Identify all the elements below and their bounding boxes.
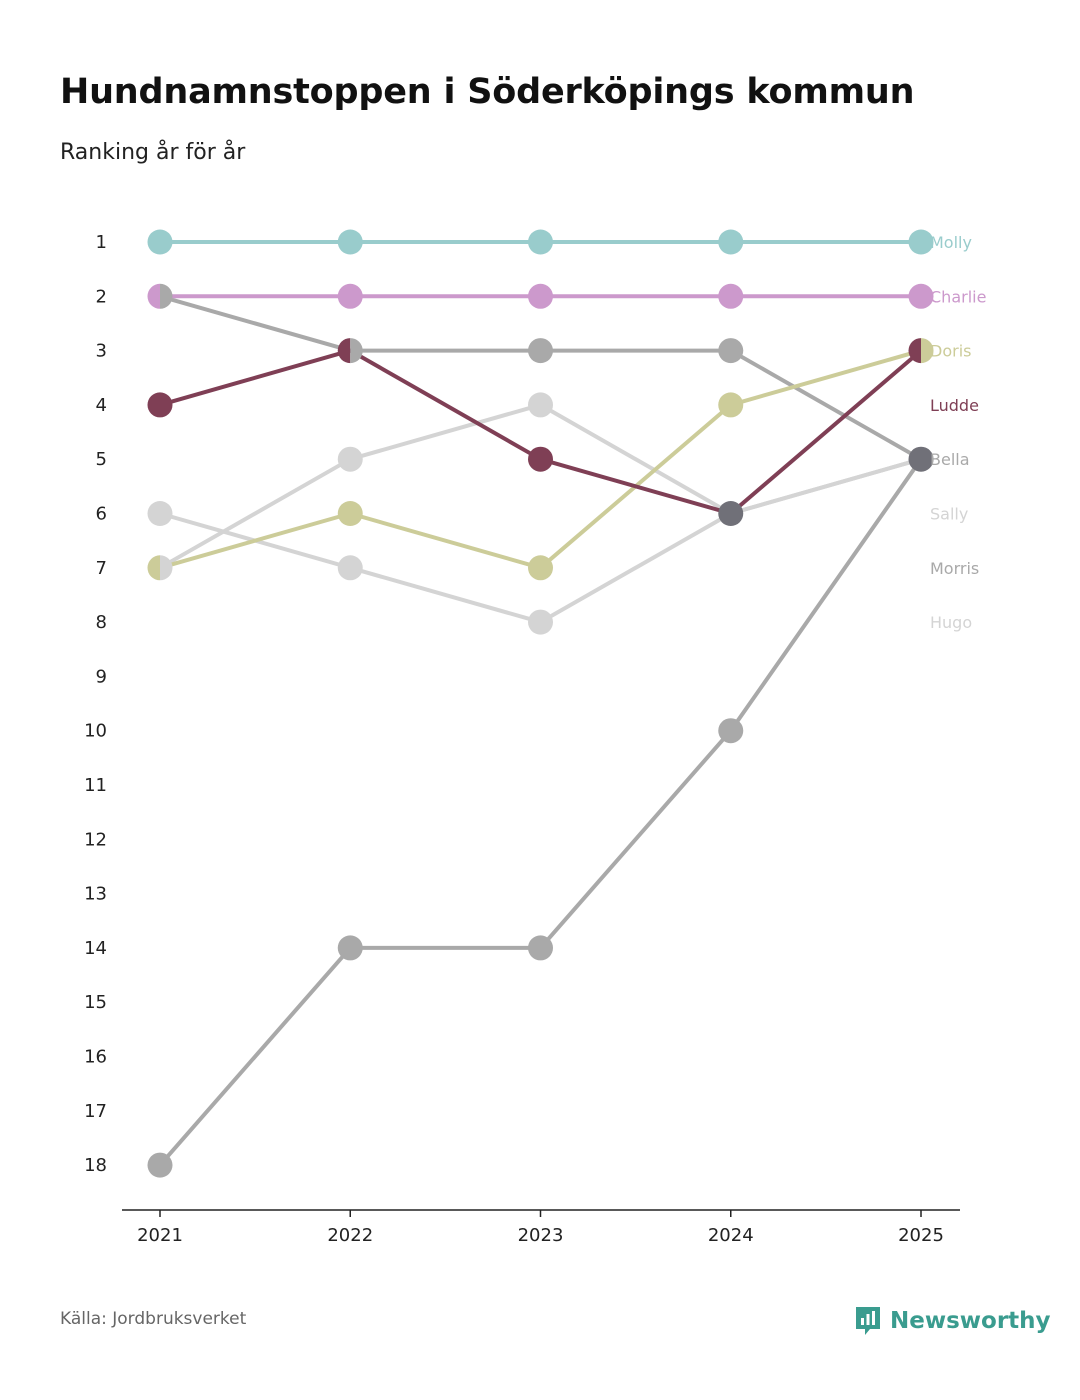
y-tick-label: 3	[96, 341, 107, 362]
series-label-ludde: Ludde	[930, 396, 979, 415]
dot-morris-2024	[718, 718, 744, 744]
dot-ludde-2025	[908, 338, 921, 364]
series-label-morris: Morris	[930, 559, 979, 578]
y-tick-label: 1	[96, 232, 107, 253]
y-tick-label: 7	[96, 558, 107, 579]
brand-name: Newsworthy	[890, 1308, 1051, 1334]
y-tick-label: 10	[84, 721, 107, 742]
dot-doris-2025	[921, 338, 934, 364]
dot-molly-2025	[908, 229, 934, 255]
y-tick-label: 17	[84, 1101, 107, 1122]
dot-hugo-2021	[147, 501, 173, 526]
dot-charlie-2025	[908, 283, 934, 309]
y-tick-label: 4	[96, 395, 107, 416]
dot-sally-2021	[160, 555, 173, 581]
chart-title: Hundnamnstoppen i Söderköpings kommun	[60, 72, 915, 112]
series-end-labels: Molly Charlie Doris Ludde Bella Sally Morris Hu…	[930, 233, 986, 632]
newsworthy-logo: Newsworthy	[854, 1305, 1051, 1337]
dot-bella-2021	[160, 283, 173, 309]
dot-doris-2023	[528, 555, 553, 581]
series-label-sally: Sally	[930, 505, 968, 524]
y-tick-label: 14	[84, 938, 107, 959]
dot-charlie-2021	[147, 283, 160, 309]
dot-hugo-sally-ludde-2024	[718, 501, 744, 526]
dot-sally-2023	[528, 392, 553, 418]
y-tick-label: 2	[96, 286, 107, 307]
series-line-sally	[158, 402, 923, 570]
dot-hugo-2022	[337, 555, 363, 581]
x-tick-label: 2022	[327, 1225, 373, 1246]
x-axis-ticks: 2021 2022 2023 2024 2025	[137, 1210, 944, 1246]
dot-bella-2023	[528, 338, 553, 364]
dot-morris-2023	[528, 935, 553, 961]
dot-molly-2024	[718, 229, 744, 255]
x-tick-label: 2024	[708, 1225, 754, 1246]
y-tick-label: 16	[84, 1047, 107, 1068]
dot-doris-2022	[337, 501, 363, 526]
y-tick-label: 6	[96, 504, 107, 525]
dot-morris-2022	[337, 935, 363, 961]
series-label-charlie: Charlie	[930, 287, 986, 306]
newsworthy-icon	[856, 1307, 880, 1335]
dot-molly-2021	[147, 229, 173, 255]
dot-hugo-2023	[528, 609, 553, 635]
dot-morris-2021	[147, 1152, 173, 1178]
series-line-hugo	[158, 457, 923, 625]
y-tick-label: 9	[96, 666, 107, 687]
series-label-molly: Molly	[930, 233, 972, 252]
dot-hugo-sally-morris-bella-2025	[908, 446, 934, 472]
dot-ludde-2021	[147, 392, 173, 418]
y-tick-label: 15	[84, 992, 107, 1013]
dot-sally-2022	[337, 446, 363, 472]
dot-charlie-2022	[337, 283, 363, 309]
dot-bella-2024	[718, 338, 744, 364]
x-tick-label: 2025	[898, 1225, 944, 1246]
dot-doris-2021	[147, 555, 160, 581]
series-dots	[147, 229, 934, 1178]
y-tick-label: 18	[84, 1155, 107, 1176]
dot-ludde-2022	[337, 338, 351, 364]
series-line-bella	[158, 294, 923, 462]
dot-charlie-2024	[718, 283, 744, 309]
x-tick-label: 2021	[137, 1225, 183, 1246]
series-label-bella: Bella	[930, 450, 970, 469]
source-note: Källa: Jordbruksverket	[60, 1309, 247, 1329]
y-tick-label: 11	[84, 775, 107, 796]
series-label-doris: Doris	[930, 342, 971, 361]
x-tick-label: 2023	[518, 1225, 564, 1246]
dot-bella-2022	[350, 338, 363, 364]
dot-molly-2022	[337, 229, 363, 255]
dot-molly-2023	[528, 229, 553, 255]
y-tick-label: 13	[84, 884, 107, 905]
y-tick-label: 5	[96, 449, 107, 470]
y-tick-label: 8	[96, 612, 107, 633]
y-tick-label: 12	[84, 829, 107, 850]
dot-doris-2024	[718, 392, 744, 418]
dot-ludde-2023	[528, 446, 553, 472]
series-line-ludde	[158, 348, 923, 516]
chart-subtitle: Ranking år för år	[60, 140, 246, 165]
series-lines	[158, 240, 923, 1168]
dot-charlie-2023	[528, 283, 553, 309]
series-label-hugo: Hugo	[930, 613, 972, 632]
